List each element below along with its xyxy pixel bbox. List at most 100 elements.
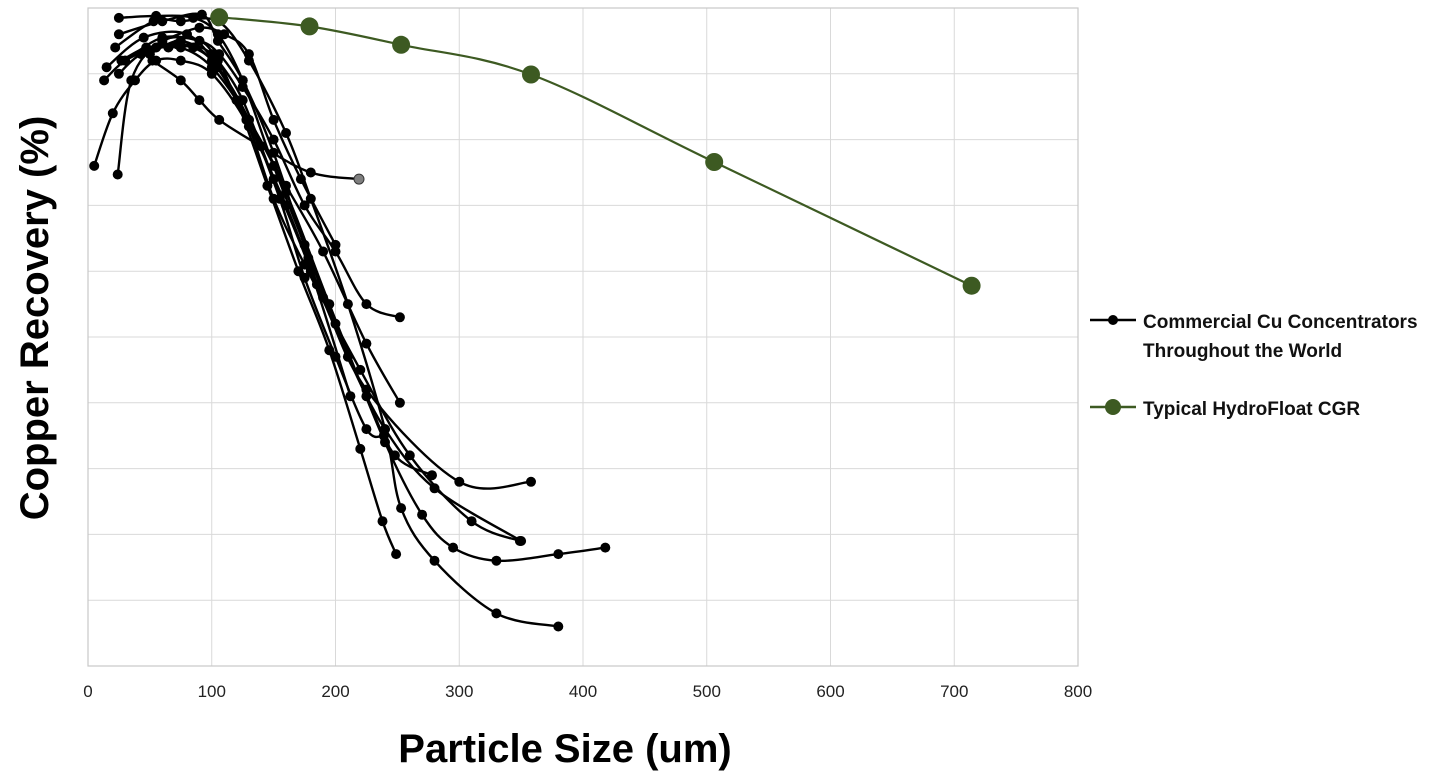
hydrofloat-data-point	[705, 153, 724, 171]
commercial-data-point	[112, 169, 123, 180]
commercial-data-point	[514, 536, 525, 546]
commercial-data-point	[268, 193, 279, 204]
commercial-data-point	[394, 312, 405, 323]
commercial-data-point	[553, 621, 564, 632]
hydrofloat-data-point	[392, 35, 411, 54]
commercial-data-point	[491, 555, 502, 566]
commercial-data-point	[361, 338, 372, 349]
commercial-data-point	[101, 62, 112, 73]
hydrofloat-data-point	[300, 17, 319, 36]
commercial-data-point	[175, 75, 186, 86]
x-tick-label: 200	[321, 682, 349, 701]
commercial-data-point	[268, 114, 279, 125]
commercial-data-point	[157, 35, 168, 46]
commercial-data-point	[188, 12, 199, 23]
hydrofloat-series-group	[210, 8, 981, 295]
commercial-series-line-6	[118, 14, 433, 477]
x-tick-label: 0	[83, 682, 92, 701]
x-axis-tick-labels: 0 100 200 300 400 500 600 700 800	[83, 682, 1092, 701]
commercial-data-point	[175, 35, 186, 46]
commercial-data-point	[113, 29, 124, 40]
commercial-data-point	[391, 549, 402, 560]
commercial-data-point	[361, 391, 372, 402]
commercial-data-point	[299, 239, 310, 250]
commercial-data-point	[113, 68, 124, 79]
commercial-data-point	[448, 542, 459, 553]
commercial-data-point	[281, 128, 291, 138]
commercial-data-point	[194, 95, 205, 106]
legend-swatch-marker-hydrofloat	[1105, 399, 1121, 415]
gridlines	[88, 8, 1078, 666]
x-tick-label: 800	[1064, 682, 1092, 701]
commercial-data-point	[361, 424, 372, 435]
x-tick-label: 300	[445, 682, 473, 701]
commercial-data-point	[353, 173, 365, 185]
commercial-data-point	[268, 134, 279, 145]
commercial-data-point	[318, 246, 329, 257]
commercial-data-point	[553, 549, 564, 560]
commercial-data-point	[454, 476, 465, 487]
commercial-data-point	[378, 430, 389, 441]
legend-entry-commercial: Commercial Cu Concentrators Throughout t…	[1090, 312, 1418, 362]
legend-label-commercial-line2: Throughout the World	[1143, 341, 1342, 362]
commercial-data-point	[491, 608, 502, 619]
commercial-data-point	[299, 200, 310, 211]
commercial-data-point	[293, 266, 304, 277]
commercial-data-point	[256, 141, 267, 152]
commercial-data-point	[99, 75, 110, 86]
x-axis-title: Particle Size (um)	[398, 727, 731, 771]
commercial-data-point	[295, 174, 306, 185]
commercial-data-point	[120, 55, 131, 66]
legend: Commercial Cu Concentrators Throughout t…	[1090, 312, 1418, 420]
hydrofloat-data-point	[210, 8, 229, 27]
x-tick-label: 500	[693, 682, 721, 701]
commercial-series-line-11	[149, 39, 401, 404]
commercial-data-point	[175, 16, 186, 27]
commercial-data-point	[281, 180, 291, 191]
commercial-data-point	[466, 516, 477, 527]
commercial-data-point	[355, 443, 366, 454]
commercial-data-point	[330, 239, 341, 250]
commercial-data-point	[113, 12, 124, 23]
commercial-data-point	[194, 35, 205, 46]
commercial-data-point	[194, 22, 205, 33]
commercial-data-point	[237, 82, 248, 92]
legend-label-hydrofloat: Typical HydroFloat CGR	[1143, 399, 1360, 420]
x-tick-label: 400	[569, 682, 597, 701]
hydrofloat-data-point	[522, 65, 540, 84]
legend-swatch-marker-commercial	[1108, 315, 1118, 325]
commercial-data-point	[243, 49, 254, 60]
commercial-data-point	[219, 29, 230, 40]
commercial-data-point	[151, 10, 162, 21]
commercial-data-point	[526, 476, 536, 487]
commercial-data-point	[243, 114, 254, 125]
commercial-data-point	[355, 364, 366, 375]
commercial-data-point	[389, 450, 400, 461]
commercial-data-point	[107, 108, 118, 119]
commercial-data-point	[89, 160, 100, 171]
commercial-data-point	[305, 167, 316, 178]
hydrofloat-data-point	[962, 276, 981, 295]
commercial-data-point	[299, 259, 310, 270]
commercial-data-point	[324, 345, 335, 356]
commercial-data-point	[404, 450, 415, 461]
commercial-data-point	[377, 516, 388, 527]
y-axis-title: Copper Recovery (%)	[13, 116, 57, 521]
x-tick-label: 100	[198, 682, 226, 701]
commercial-data-point	[147, 55, 158, 66]
commercial-data-point	[427, 470, 437, 481]
commercial-data-point	[110, 42, 121, 53]
commercial-data-point	[394, 397, 405, 408]
plot-area-frame	[87, 7, 1079, 667]
commercial-data-point	[396, 503, 407, 514]
commercial-data-point	[361, 299, 372, 310]
commercial-data-point	[429, 483, 440, 494]
commercial-data-point	[600, 542, 611, 553]
commercial-data-point	[206, 55, 217, 66]
commercial-data-point	[138, 32, 149, 43]
commercial-series-group	[89, 9, 611, 632]
commercial-data-point	[175, 55, 186, 66]
commercial-data-point	[126, 75, 137, 86]
commercial-data-point	[429, 555, 440, 566]
